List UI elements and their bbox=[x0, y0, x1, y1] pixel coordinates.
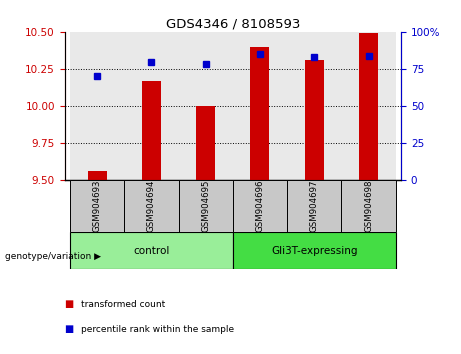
Bar bbox=[142, 81, 161, 180]
Bar bbox=[233, 180, 287, 232]
Bar bbox=[341, 180, 396, 232]
Bar bbox=[88, 171, 106, 180]
Text: GSM904694: GSM904694 bbox=[147, 180, 156, 232]
Text: control: control bbox=[133, 246, 170, 256]
Bar bbox=[287, 32, 341, 180]
Text: GSM904693: GSM904693 bbox=[93, 180, 101, 232]
Text: GSM904698: GSM904698 bbox=[364, 180, 373, 232]
Text: genotype/variation ▶: genotype/variation ▶ bbox=[5, 252, 100, 261]
Text: transformed count: transformed count bbox=[81, 300, 165, 309]
Bar bbox=[178, 32, 233, 180]
Bar bbox=[233, 32, 287, 180]
Title: GDS4346 / 8108593: GDS4346 / 8108593 bbox=[165, 18, 300, 31]
Bar bbox=[124, 180, 178, 232]
Bar bbox=[287, 180, 341, 232]
Bar bbox=[70, 232, 233, 269]
Text: GSM904696: GSM904696 bbox=[255, 180, 265, 232]
Bar bbox=[178, 180, 233, 232]
Text: Gli3T-expressing: Gli3T-expressing bbox=[271, 246, 357, 256]
Text: ■: ■ bbox=[65, 324, 74, 334]
Bar bbox=[250, 47, 269, 180]
Bar bbox=[124, 32, 178, 180]
Text: GSM904697: GSM904697 bbox=[310, 180, 319, 232]
Text: percentile rank within the sample: percentile rank within the sample bbox=[81, 325, 234, 334]
Bar bbox=[305, 60, 324, 180]
Bar bbox=[70, 180, 124, 232]
Bar bbox=[196, 106, 215, 180]
Text: ■: ■ bbox=[65, 299, 74, 309]
Bar bbox=[70, 32, 124, 180]
Bar bbox=[359, 33, 378, 180]
Bar bbox=[233, 232, 396, 269]
Text: GSM904695: GSM904695 bbox=[201, 180, 210, 232]
Bar bbox=[341, 32, 396, 180]
